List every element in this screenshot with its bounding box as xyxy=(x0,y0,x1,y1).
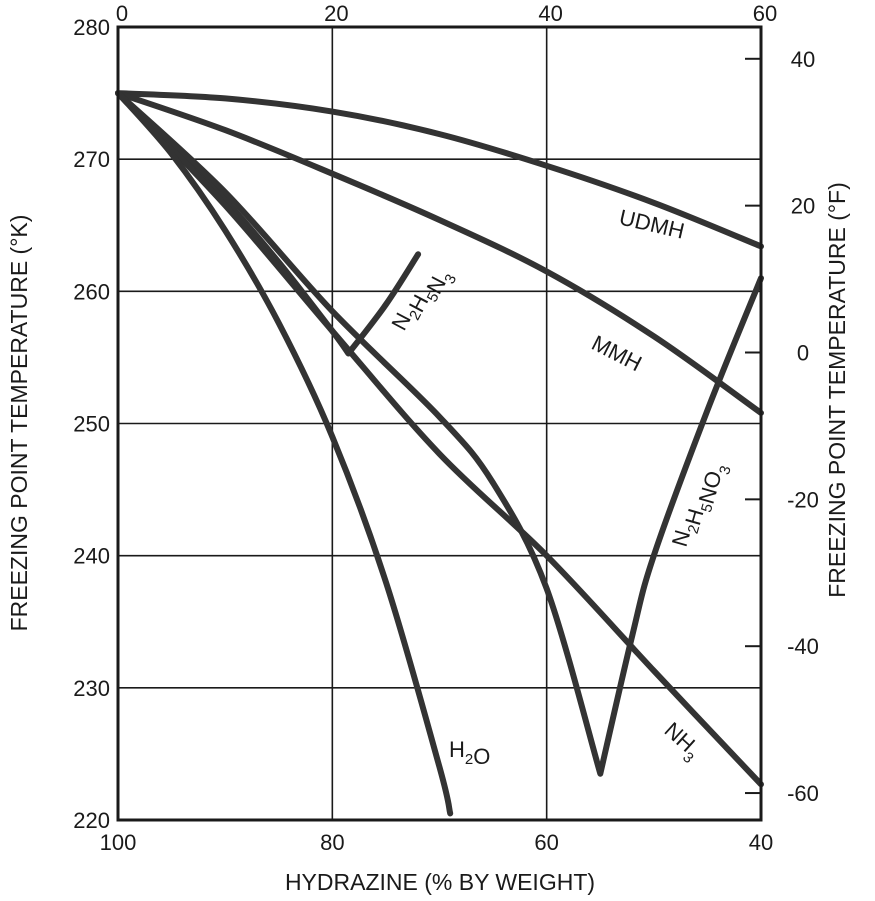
x-tick-label-top: 60 xyxy=(753,1,777,26)
y-tick-label-right: 0 xyxy=(797,340,809,365)
series-label-n2h5n3: N2H5N3 xyxy=(386,258,460,343)
series-curve-udmh xyxy=(115,90,764,250)
x-axis-title: HYDRAZINE (% BY WEIGHT) xyxy=(285,869,595,895)
plot-frame xyxy=(116,25,763,822)
y-tick-label-right: 20 xyxy=(791,194,815,219)
series-curves xyxy=(115,90,764,817)
x-tick-label-top: 20 xyxy=(324,1,348,26)
y-tick-label-right: -20 xyxy=(787,487,819,512)
axis-ticks: 220 230 240 250 260 270 280 100 80 60 40 0 20 40 60 -60… xyxy=(73,1,819,855)
series-curve-mmh xyxy=(115,90,764,416)
series-label-nh3: NH3 xyxy=(656,717,707,767)
y-tick-label-right: -40 xyxy=(787,634,819,659)
y-axis-right-title: FREEZING POINT TEMPERATURE (°F) xyxy=(824,182,850,598)
series-label-n2h5no3: N2H5NO3 xyxy=(667,456,735,555)
series-label-mmh: MMH xyxy=(588,330,646,376)
y-tick-label-left: 270 xyxy=(73,147,110,172)
series-curve-nh3 xyxy=(115,90,764,788)
x-tick-label-top: 40 xyxy=(538,1,562,26)
y-tick-label-left: 260 xyxy=(73,279,110,304)
y-tick-label-left: 220 xyxy=(73,808,110,833)
y-axis-left-title: FREEZING POINT TEMPERATURE (°K) xyxy=(6,215,32,632)
series-label-h2o: H2O xyxy=(449,737,490,769)
x-tick-label-top: 0 xyxy=(116,1,128,26)
grid-lines xyxy=(117,26,762,821)
x-tick-label-bottom: 100 xyxy=(100,830,137,855)
x-tick-label-bottom: 80 xyxy=(320,830,344,855)
series-curve-h2o xyxy=(115,90,454,817)
x-tick-label-bottom: 60 xyxy=(534,830,558,855)
y-tick-label-left: 240 xyxy=(73,544,110,569)
y-tick-label-left: 280 xyxy=(73,15,110,40)
x-tick-label-bottom: 40 xyxy=(749,830,773,855)
series-curve-n2h5no3 xyxy=(115,90,764,777)
y-tick-label-right: 40 xyxy=(791,47,815,72)
y-tick-label-right: -60 xyxy=(787,781,819,806)
y-tick-label-left: 230 xyxy=(73,676,110,701)
y-tick-label-left: 250 xyxy=(73,412,110,437)
